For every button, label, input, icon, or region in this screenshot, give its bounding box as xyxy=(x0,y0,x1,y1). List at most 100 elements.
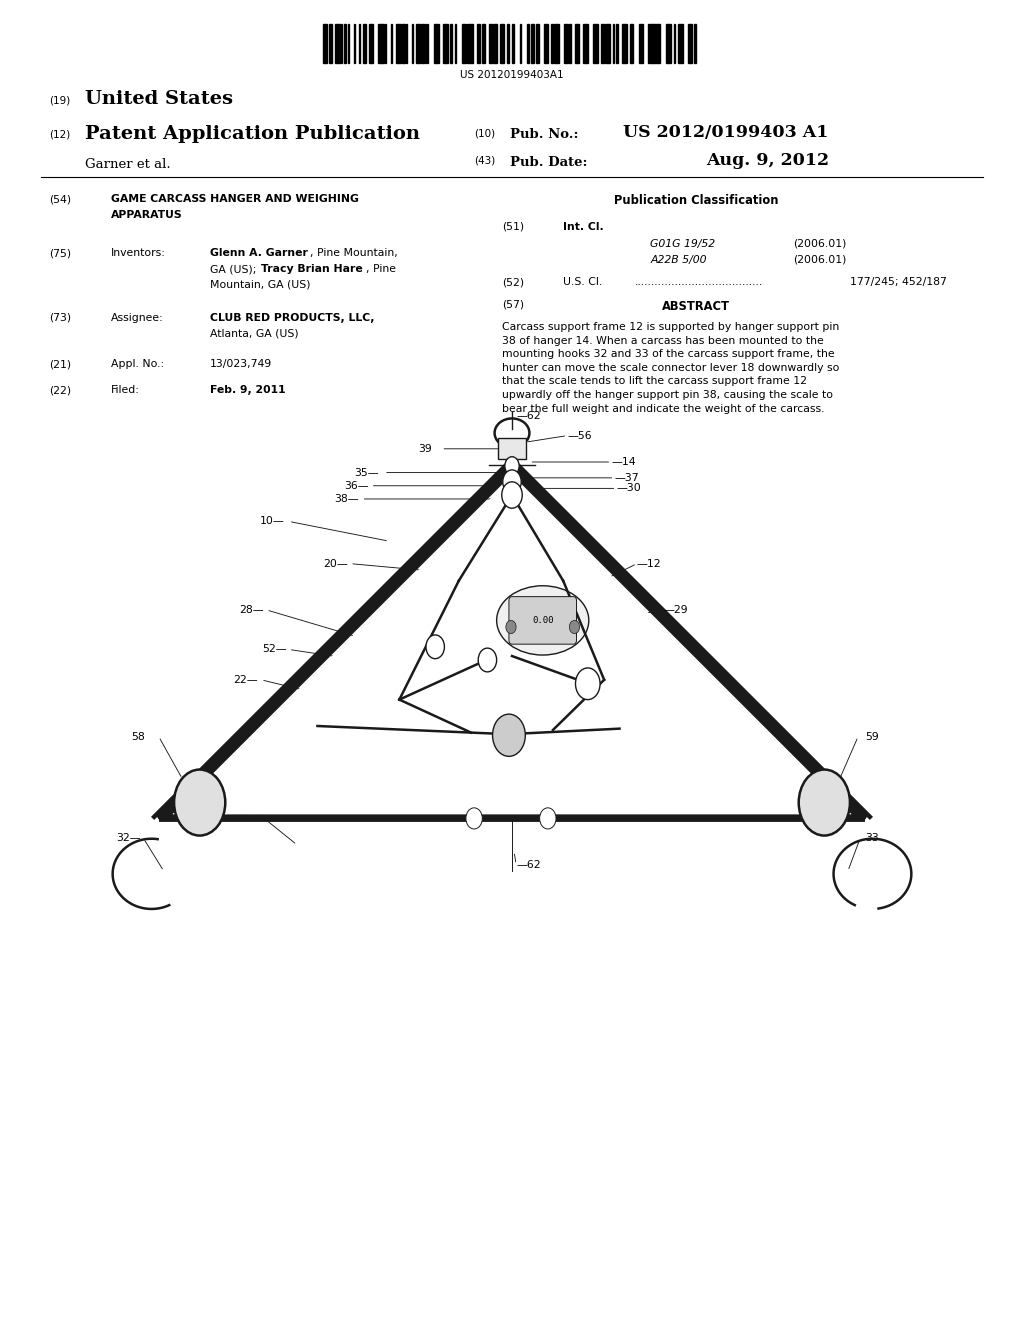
Circle shape xyxy=(478,648,497,672)
Bar xyxy=(329,24,332,63)
Text: (54): (54) xyxy=(49,194,72,205)
Text: —14: —14 xyxy=(611,457,636,467)
Bar xyxy=(527,24,528,63)
Text: (21): (21) xyxy=(49,359,72,370)
Text: Tracy Brian Hare: Tracy Brian Hare xyxy=(261,264,362,275)
Text: 33: 33 xyxy=(865,833,879,843)
Polygon shape xyxy=(172,477,852,814)
Text: 59: 59 xyxy=(865,731,879,742)
Bar xyxy=(378,24,384,63)
Text: —56: —56 xyxy=(567,430,592,441)
Text: —62: —62 xyxy=(516,859,541,870)
Text: US 20120199403A1: US 20120199403A1 xyxy=(460,70,564,81)
Text: (57): (57) xyxy=(502,300,524,310)
Text: —45: —45 xyxy=(571,783,596,793)
Text: Patent Application Publication: Patent Application Publication xyxy=(85,125,420,144)
Bar xyxy=(545,24,548,63)
FancyBboxPatch shape xyxy=(498,438,526,459)
Text: 35—: 35— xyxy=(354,467,379,478)
Text: —37: —37 xyxy=(614,473,639,483)
Text: 58: 58 xyxy=(131,731,144,742)
Bar xyxy=(694,24,695,63)
Text: Appl. No.:: Appl. No.: xyxy=(111,359,164,370)
Text: Pub. No.:: Pub. No.: xyxy=(510,128,579,141)
Text: —29: —29 xyxy=(664,605,688,615)
Bar xyxy=(575,24,579,63)
Text: 22—: 22— xyxy=(233,675,258,685)
Text: 52—: 52— xyxy=(262,644,287,655)
Bar xyxy=(551,24,553,63)
Text: —30: —30 xyxy=(616,483,641,494)
Bar xyxy=(583,24,588,63)
Text: Aug. 9, 2012: Aug. 9, 2012 xyxy=(707,152,829,169)
Text: U.S. Cl.: U.S. Cl. xyxy=(563,277,602,288)
Text: —12: —12 xyxy=(637,558,662,569)
Circle shape xyxy=(506,620,516,634)
Text: (73): (73) xyxy=(49,313,72,323)
Bar xyxy=(488,24,492,63)
Circle shape xyxy=(575,668,600,700)
Text: —26: —26 xyxy=(664,787,688,797)
Text: Garner et al.: Garner et al. xyxy=(85,158,171,172)
Text: GA (US);: GA (US); xyxy=(210,264,260,275)
Text: 51—: 51— xyxy=(365,729,389,739)
Text: Inventors:: Inventors: xyxy=(111,248,166,259)
Text: —16: —16 xyxy=(639,648,664,659)
Text: 39: 39 xyxy=(418,444,431,454)
FancyBboxPatch shape xyxy=(509,597,577,644)
Bar xyxy=(434,24,438,63)
Circle shape xyxy=(174,770,225,836)
Bar xyxy=(467,24,473,63)
Polygon shape xyxy=(159,466,865,818)
Bar xyxy=(443,24,447,63)
Text: 0.00: 0.00 xyxy=(532,616,553,624)
Text: 24—: 24— xyxy=(293,780,317,791)
Circle shape xyxy=(569,620,580,634)
Text: United States: United States xyxy=(85,90,233,108)
Text: , Pine: , Pine xyxy=(366,264,395,275)
Text: Assignee:: Assignee: xyxy=(111,313,164,323)
Text: —62: —62 xyxy=(516,411,541,421)
Text: , Pine Mountain,: , Pine Mountain, xyxy=(310,248,398,259)
Text: 28—: 28— xyxy=(240,605,264,615)
Text: A22B 5/00: A22B 5/00 xyxy=(650,255,707,265)
Text: G01G 19/52: G01G 19/52 xyxy=(650,239,716,249)
Bar xyxy=(512,24,514,63)
Bar xyxy=(666,24,671,63)
Bar xyxy=(344,24,346,63)
Bar xyxy=(616,24,618,63)
Bar xyxy=(593,24,598,63)
Text: Atlanta, GA (US): Atlanta, GA (US) xyxy=(210,329,299,339)
Text: ......................................: ...................................... xyxy=(635,277,763,288)
Bar xyxy=(537,24,539,63)
Text: (2006.01): (2006.01) xyxy=(794,255,847,265)
Bar xyxy=(520,24,521,63)
Text: (22): (22) xyxy=(49,385,72,396)
Bar xyxy=(462,24,466,63)
Bar xyxy=(601,24,604,63)
Bar xyxy=(678,24,683,63)
Bar xyxy=(622,24,628,63)
Circle shape xyxy=(503,470,521,494)
Text: Mountain, GA (US): Mountain, GA (US) xyxy=(210,280,310,290)
Text: 32—: 32— xyxy=(117,833,141,843)
Text: 18—: 18— xyxy=(365,694,389,705)
Bar xyxy=(323,24,327,63)
Circle shape xyxy=(505,457,519,475)
Text: 42: 42 xyxy=(440,595,454,606)
Text: —54: —54 xyxy=(578,718,602,729)
Text: (12): (12) xyxy=(49,129,71,140)
Text: Carcass support frame 12 is supported by hanger support pin
38 of hanger 14. Whe: Carcass support frame 12 is supported by… xyxy=(502,322,839,413)
Text: 13/023,749: 13/023,749 xyxy=(210,359,272,370)
Text: 25: 25 xyxy=(236,807,249,817)
Bar xyxy=(605,24,609,63)
Text: 41—: 41— xyxy=(385,642,410,652)
Text: —43: —43 xyxy=(614,681,639,692)
Bar xyxy=(364,24,366,63)
Bar xyxy=(417,24,420,63)
Bar xyxy=(406,24,408,63)
Bar xyxy=(482,24,485,63)
Text: (43): (43) xyxy=(474,156,496,166)
Circle shape xyxy=(799,770,850,836)
Text: CLUB RED PRODUCTS, LLC,: CLUB RED PRODUCTS, LLC, xyxy=(210,313,375,323)
